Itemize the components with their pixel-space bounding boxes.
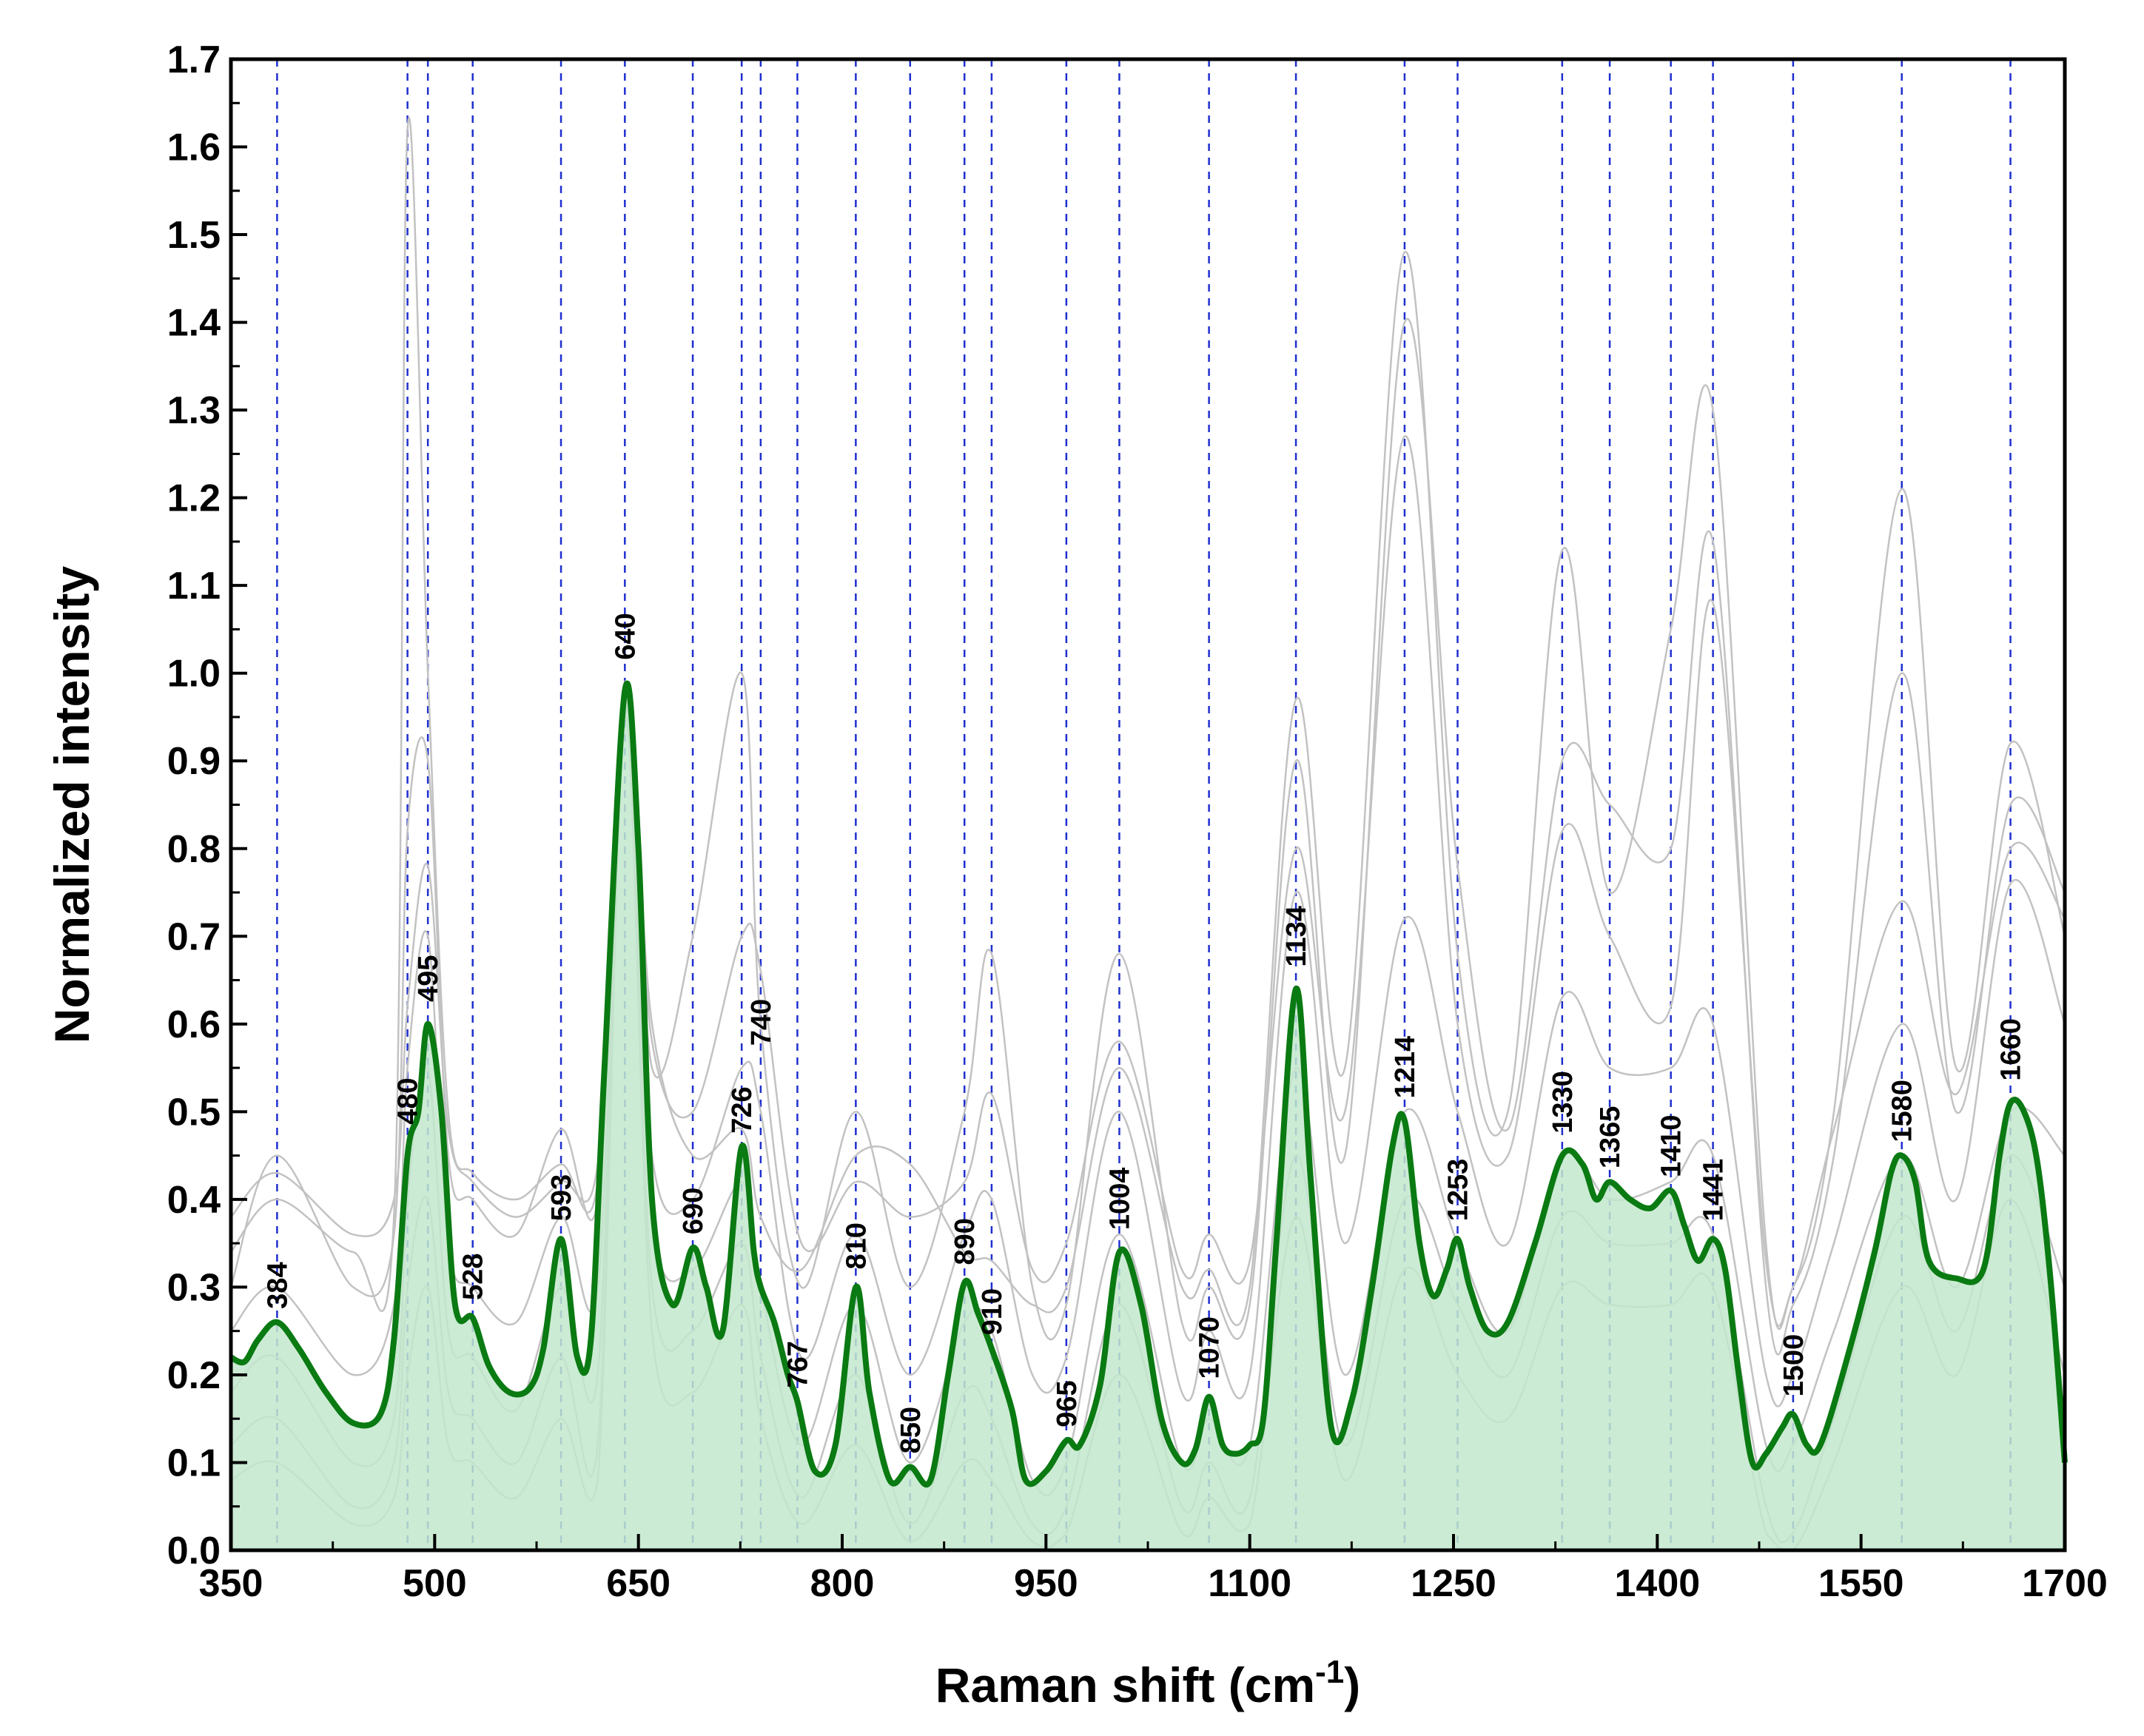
x-tick-label: 800 — [810, 1562, 875, 1605]
x-axis-title-suffix: ) — [1344, 1658, 1360, 1712]
peak-label-1330: 1330 — [1547, 1071, 1579, 1134]
y-tick-label: 0.9 — [167, 740, 221, 783]
x-tick-label: 1250 — [1411, 1562, 1496, 1605]
y-tick-label: 0.8 — [167, 828, 221, 871]
y-tick-label: 1.1 — [167, 565, 221, 608]
peak-label-1253: 1253 — [1443, 1159, 1474, 1222]
x-axis-title: Raman shift (cm-1) — [935, 1654, 1361, 1712]
x-axis-title-main: Raman shift (cm — [935, 1658, 1315, 1712]
y-tick-label: 1.2 — [167, 477, 221, 520]
peak-label-528: 528 — [458, 1254, 489, 1300]
x-tick-label: 500 — [403, 1562, 467, 1605]
y-tick-label: 1.7 — [167, 38, 221, 81]
x-tick-label: 950 — [1014, 1562, 1078, 1605]
y-tick-label: 0.3 — [167, 1266, 221, 1309]
peak-label-1004: 1004 — [1104, 1168, 1135, 1231]
peak-label-1365: 1365 — [1595, 1106, 1626, 1169]
x-axis-title-superscript: -1 — [1315, 1654, 1344, 1690]
peak-label-726: 726 — [727, 1086, 758, 1133]
x-tick-label: 350 — [199, 1562, 263, 1605]
y-tick-label: 0.2 — [167, 1354, 221, 1397]
peak-label-1441: 1441 — [1698, 1159, 1730, 1222]
peak-label-593: 593 — [546, 1174, 577, 1221]
peak-label-1410: 1410 — [1656, 1114, 1687, 1177]
peak-label-495: 495 — [413, 955, 444, 1002]
peak-label-690: 690 — [678, 1188, 709, 1234]
y-tick-label: 1.4 — [167, 302, 221, 345]
peak-label-965: 965 — [1052, 1380, 1083, 1427]
y-tick-label: 1.0 — [167, 653, 221, 696]
y-tick-label: 0.4 — [167, 1179, 221, 1222]
y-axis: 0.0 0.1 0.2 0.3 0.4 0.5 0.6 0.7 0.8 0.9 1.0 1.1 1.2 1… — [167, 38, 247, 1572]
peak-label-740: 740 — [746, 999, 777, 1046]
x-tick-label: 1550 — [1818, 1562, 1904, 1605]
y-tick-label: 1.5 — [167, 214, 221, 257]
x-tick-label: 1700 — [2022, 1562, 2108, 1605]
x-axis: 350 500 650 800 950 1100 1250 1400 1550 1700 — [199, 1534, 2108, 1605]
peak-label-890: 890 — [950, 1218, 981, 1265]
peak-label-384: 384 — [262, 1262, 293, 1308]
peak-label-1500: 1500 — [1778, 1334, 1809, 1397]
x-tick-label: 1400 — [1614, 1562, 1700, 1605]
mean-spectrum-fill — [231, 683, 2065, 1550]
peak-label-1580: 1580 — [1887, 1080, 1918, 1143]
peak-label-1134: 1134 — [1281, 906, 1312, 966]
peak-label-480: 480 — [393, 1078, 424, 1125]
y-axis-title: Normalized intensity — [44, 565, 99, 1043]
individual-spectrum-4 — [230, 706, 2066, 1407]
individual-spectrum-1 — [230, 117, 2066, 1330]
peak-labels: 384 480 495 528 593 640 690 726 740 767 810 850 890 9… — [262, 613, 2026, 1453]
y-tick-label: 0.0 — [167, 1530, 221, 1572]
peak-label-1660: 1660 — [1996, 1018, 2027, 1081]
y-tick-label: 1.3 — [167, 389, 221, 432]
x-tick-label: 1100 — [1208, 1562, 1291, 1605]
peak-label-910: 910 — [977, 1288, 1008, 1335]
y-tick-label: 0.7 — [167, 915, 221, 958]
x-tick-label: 650 — [606, 1562, 671, 1605]
y-tick-label: 0.6 — [167, 1003, 221, 1046]
y-tick-label: 0.1 — [167, 1441, 221, 1484]
mean-spectrum-line — [229, 680, 2068, 1488]
peak-label-1070: 1070 — [1194, 1316, 1226, 1379]
individual-spectrum-2 — [229, 318, 2066, 1356]
y-tick-label: 0.5 — [167, 1091, 221, 1134]
peak-label-1214: 1214 — [1390, 1036, 1421, 1099]
peak-label-850: 850 — [895, 1407, 927, 1453]
y-tick-label: 1.6 — [167, 127, 221, 169]
peak-label-767: 767 — [782, 1341, 813, 1387]
individual-spectrum-3 — [230, 435, 2066, 1327]
peak-label-640: 640 — [610, 613, 641, 659]
peak-label-810: 810 — [841, 1222, 872, 1269]
